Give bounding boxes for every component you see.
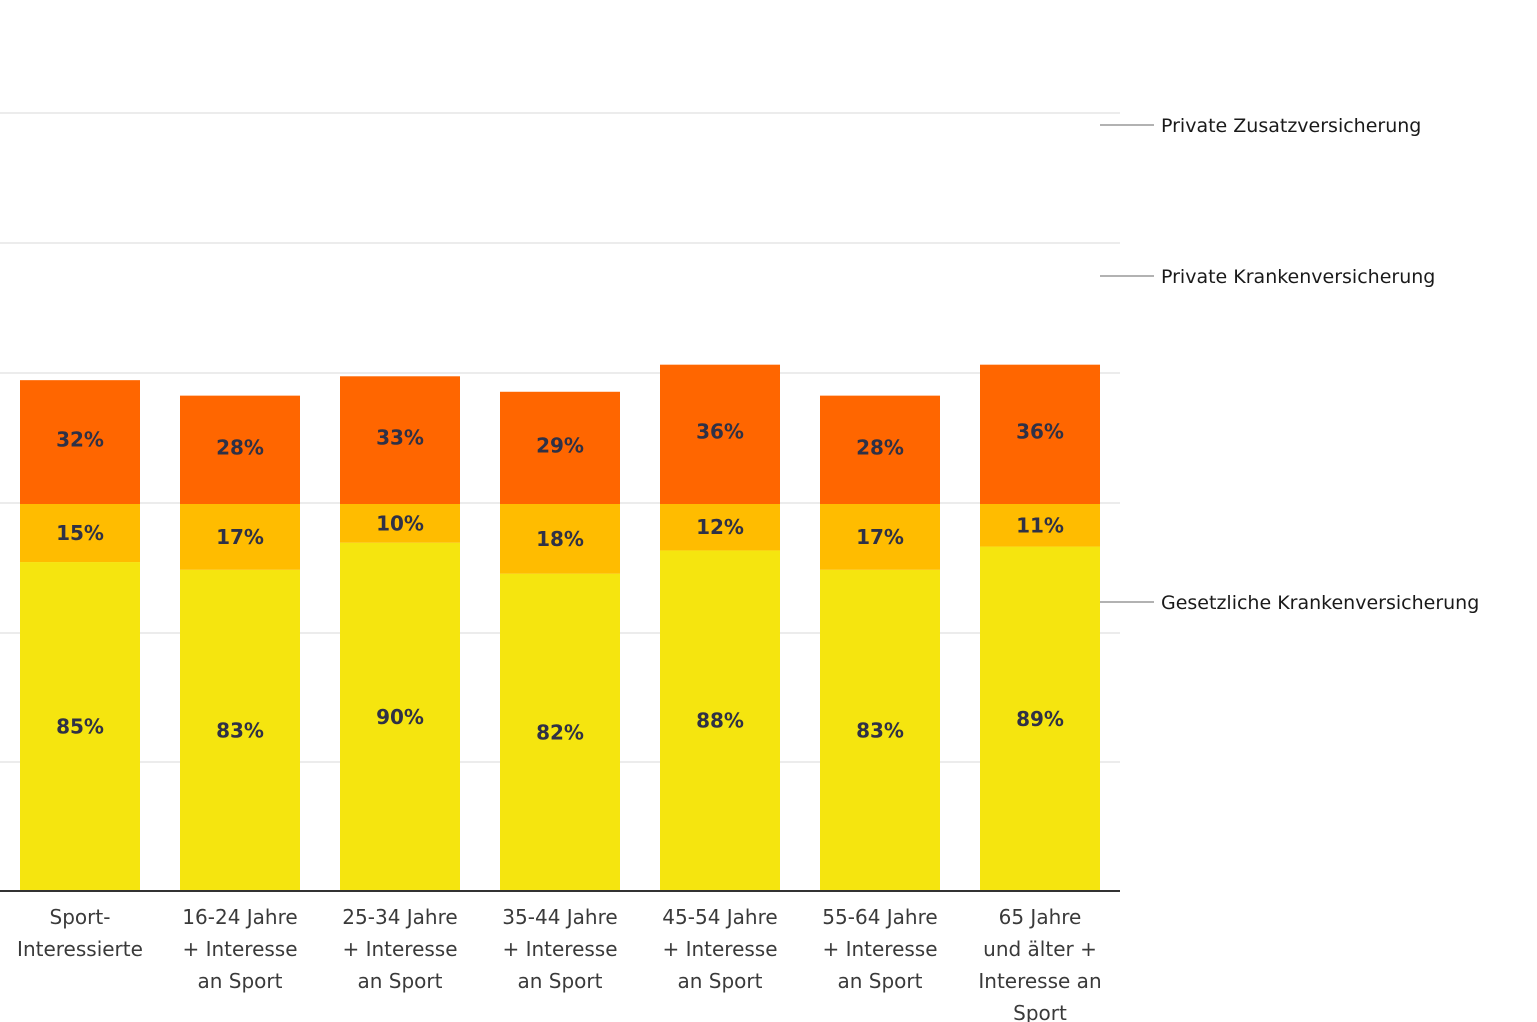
category-label: 35-44 Jahre [502, 905, 617, 929]
category-label: Interesse an [978, 969, 1101, 993]
category-label: 45-54 Jahre [662, 905, 777, 929]
segment-labels: 85% 15% 32% 83% 17% 28% 90% 10% 33% 82% 18% 29% 88% 1… [56, 420, 1064, 745]
data-label: 33% [376, 426, 424, 450]
legend-entry: Private Zusatzversicherung [1161, 115, 1421, 137]
category-label: und älter + [983, 937, 1097, 961]
data-label: 89% [1016, 707, 1064, 731]
data-label: 18% [536, 527, 584, 551]
category-label: 25-34 Jahre [342, 905, 457, 929]
category-label: an Sport [678, 969, 763, 993]
segment-private-kranken-bar [180, 504, 300, 570]
segment-gesetzliche-bar [340, 542, 460, 891]
bars [20, 364, 1100, 891]
data-label: 90% [376, 705, 424, 729]
data-label: 82% [536, 720, 584, 744]
data-label: 85% [56, 715, 104, 739]
segment-private-kranken-bar [980, 504, 1100, 547]
data-label: 28% [856, 436, 904, 460]
data-label: 11% [1016, 513, 1064, 537]
data-label: 12% [696, 515, 744, 539]
data-label: 29% [536, 434, 584, 458]
category-label: + Interesse [502, 937, 617, 961]
category-label: Sport- [50, 905, 111, 929]
data-label: 28% [216, 436, 264, 460]
segment-private-kranken-bar [660, 504, 780, 551]
segment-gesetzliche-bar [20, 562, 140, 891]
data-label: 83% [216, 718, 264, 742]
category-label: 16-24 Jahre [182, 905, 297, 929]
segment-gesetzliche-bar [180, 569, 300, 891]
category-label: an Sport [518, 969, 603, 993]
category-labels: Sport- Interessierte 16-24 Jahre + Interess… [17, 905, 1102, 1022]
data-label: 10% [376, 511, 424, 535]
segment-private-zusatz-bar [980, 364, 1100, 504]
segment-private-zusatz-bar [340, 376, 460, 504]
data-label: 17% [856, 525, 904, 549]
data-label: 83% [856, 718, 904, 742]
segment-private-zusatz-bar [820, 395, 940, 504]
segment-private-kranken-bar [340, 504, 460, 543]
segment-private-zusatz-bar [500, 391, 620, 504]
segment-private-kranken-bar [20, 504, 140, 563]
category-label: + Interesse [662, 937, 777, 961]
segment-gesetzliche-bar [500, 573, 620, 891]
category-label: Interessierte [17, 937, 143, 961]
category-label: an Sport [838, 969, 923, 993]
legend-entry: Gesetzliche Krankenversicherung [1161, 592, 1479, 614]
segment-gesetzliche-bar [980, 546, 1100, 891]
segment-gesetzliche-bar [660, 550, 780, 891]
data-label: 32% [56, 428, 104, 452]
data-label: 88% [696, 709, 744, 733]
segment-private-kranken-bar [500, 504, 620, 574]
category-label: 65 Jahre [999, 905, 1082, 929]
category-label: + Interesse [182, 937, 297, 961]
data-label: 15% [56, 521, 104, 545]
segment-private-kranken-bar [820, 504, 940, 570]
data-label: 17% [216, 525, 264, 549]
category-label: an Sport [198, 969, 283, 993]
segment-gesetzliche-bar [820, 569, 940, 891]
data-label: 36% [696, 420, 744, 444]
segment-private-zusatz-bar [660, 364, 780, 504]
segment-private-zusatz-bar [20, 380, 140, 504]
legend: Gesetzliche Krankenversicherung Private K… [1100, 115, 1479, 614]
category-label: 55-64 Jahre [822, 905, 937, 929]
segment-private-zusatz-bar [180, 395, 300, 504]
category-label: + Interesse [342, 937, 457, 961]
legend-entry: Private Krankenversicherung [1161, 266, 1435, 288]
category-label: Sport [1013, 1001, 1067, 1022]
category-label: + Interesse [822, 937, 937, 961]
category-label: an Sport [358, 969, 443, 993]
data-label: 36% [1016, 420, 1064, 444]
